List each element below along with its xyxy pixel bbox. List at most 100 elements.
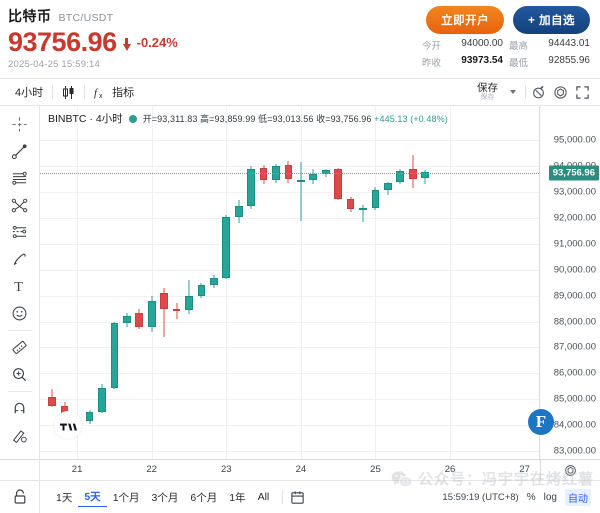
price-scale-label: 84,000.00 (553, 419, 596, 431)
gridline (40, 140, 539, 142)
candlestick (185, 106, 193, 459)
save-label: 保存 (477, 81, 498, 94)
pitchfork-icon[interactable] (5, 192, 35, 219)
candle-wick (300, 162, 302, 221)
svg-text:f: f (94, 87, 99, 99)
quote-timestamp: 2025-04-25 15:59:14 (8, 59, 101, 71)
trend-line-icon[interactable] (5, 138, 35, 165)
price-scale[interactable]: F 95,000.0094,000.0093,000.0092,000.0091… (528, 106, 600, 459)
symbol-row: 比特币 BTC/USDT (8, 6, 592, 26)
snapshot-icon[interactable] (527, 82, 549, 102)
gridline-vertical (77, 106, 79, 459)
candle-body (259, 167, 268, 181)
price-scale-label: 92,000.00 (553, 212, 596, 224)
candlestick (160, 106, 168, 459)
ruler-icon[interactable] (5, 334, 35, 361)
zoom-in-icon[interactable] (5, 361, 35, 388)
gridline (40, 373, 539, 375)
gridline (40, 321, 539, 323)
candle-body (408, 168, 417, 180)
candlestick (172, 106, 181, 459)
stat-value-high: 94443.01 (548, 38, 590, 49)
candle-body (160, 293, 168, 309)
price-scale-label: 91,000.00 (553, 238, 596, 250)
gridline (40, 192, 539, 194)
current-price-line (40, 172, 539, 174)
fullscreen-icon[interactable] (571, 82, 593, 102)
chevron-down-icon[interactable] (510, 90, 516, 94)
candle-body (396, 171, 405, 182)
period-1天[interactable]: 1天 (56, 491, 73, 504)
pattern-icon[interactable] (5, 219, 35, 246)
candlestick (384, 106, 392, 459)
clock-label: 15:59:19 (UTC+8) (442, 491, 519, 503)
time-axis-tick: 24 (295, 464, 307, 475)
stat-value-open: 94000.00 (461, 38, 503, 49)
period-1个月[interactable]: 1个月 (112, 491, 140, 504)
chart-toolbar: 4小时 f x 指标 保存 保存 (0, 78, 600, 106)
gridline-vertical (375, 106, 377, 459)
stat-value-low: 92855.96 (548, 55, 590, 66)
candle-body (122, 316, 131, 323)
candle-body (147, 300, 156, 327)
candlestick (247, 106, 255, 459)
candle-body (85, 412, 94, 422)
candlestick (421, 106, 430, 459)
candle-body (346, 198, 355, 209)
stat-label-low: 最低 (508, 58, 528, 69)
calendar-icon[interactable] (290, 490, 305, 505)
auto-scale-toggle[interactable]: 自动 (565, 488, 591, 506)
emoji-icon[interactable] (5, 300, 35, 327)
candle-body (309, 174, 318, 181)
crosshair-icon[interactable] (5, 111, 35, 138)
candle-body (384, 183, 392, 190)
drawing-tools-sidebar: T (0, 106, 40, 459)
current-price: 93756.96 (8, 27, 117, 57)
candlestick (73, 106, 81, 459)
brush-icon[interactable] (5, 246, 35, 273)
candlestick (297, 106, 305, 459)
gridline (40, 295, 539, 297)
price-scale-label: 88,000.00 (553, 316, 596, 328)
candle-body (135, 312, 144, 327)
period-1年[interactable]: 1年 (229, 491, 246, 504)
interval-selector[interactable]: 4小时 (7, 82, 51, 102)
settings-gear-icon[interactable] (549, 82, 571, 102)
candle-body (209, 277, 218, 286)
chart-legend: BINBTC · 4小时 开=93,311.83 高=93,859.99 低=9… (48, 111, 448, 126)
save-button[interactable]: 保存 保存 (473, 83, 502, 102)
period-All[interactable]: All (257, 491, 270, 503)
header: 比特币 BTC/USDT 93756.96 -0.24% 2025-04-25 … (0, 0, 600, 78)
ohlc-close: 93,756.96 (330, 114, 372, 124)
eraser-lock-icon[interactable] (5, 422, 35, 449)
stat-value-prevclose: 93973.54 (461, 55, 503, 66)
candle-body (185, 295, 193, 310)
period-3个月[interactable]: 3个月 (151, 491, 179, 504)
indicators-button[interactable]: f x 指标 (86, 82, 142, 102)
time-axis-settings-button[interactable] (540, 460, 600, 480)
add-watchlist-button[interactable]: + 加自选 (513, 6, 590, 34)
f-badge-icon[interactable]: F (528, 409, 554, 435)
lock-button[interactable] (0, 481, 40, 513)
period-6个月[interactable]: 6个月 (190, 491, 218, 504)
time-axis-tick: 25 (370, 464, 381, 475)
candlestick (222, 106, 231, 459)
open-account-button[interactable]: 立即开户 (426, 6, 505, 34)
save-sublabel: 保存 (480, 94, 495, 102)
magnet-icon[interactable] (5, 395, 35, 422)
fib-retracement-icon[interactable] (5, 165, 35, 192)
gridline (40, 425, 539, 427)
chart-type-button[interactable] (54, 82, 83, 102)
percent-scale-toggle[interactable]: % (526, 491, 536, 503)
period-selector: 1天 5天 1个月 3个月 6个月 1年 All (40, 481, 442, 513)
ohlc-change: +445.13 (+0.48%) (374, 114, 448, 124)
tradingview-logo-icon[interactable] (54, 411, 82, 439)
price-plot[interactable]: BINBTC · 4小时 开=93,311.83 高=93,859.99 低=9… (40, 106, 540, 459)
text-icon[interactable]: T (5, 273, 35, 300)
bottom-bar: 1天 5天 1个月 3个月 6个月 1年 All 15:59:19 (UTC+8) % lo… (0, 481, 600, 513)
period-5天[interactable]: 5天 (78, 487, 107, 507)
log-scale-toggle[interactable]: log (543, 491, 557, 503)
bottom-divider (282, 490, 284, 504)
candle-body (247, 168, 255, 207)
price-down-arrow-icon (122, 37, 131, 51)
